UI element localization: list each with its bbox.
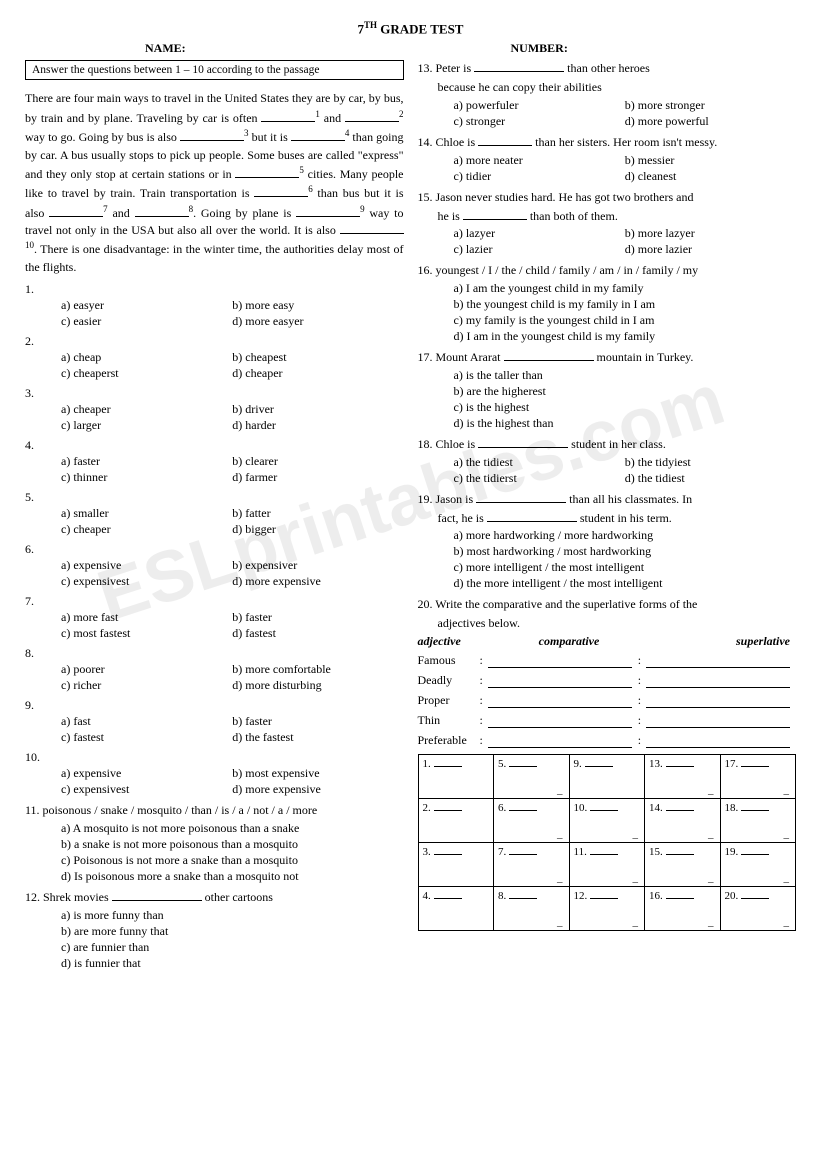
option: a) more fast — [61, 610, 232, 626]
answer-cell[interactable]: 2. — [418, 798, 494, 842]
question: 7.a) more fastb) fasterc) most fastestd)… — [25, 594, 404, 642]
question-18: 18. Chloe is student in her class. a) th… — [418, 436, 797, 487]
answer-cell[interactable]: 4. — [418, 886, 494, 930]
right-column: 13. Peter is than other heroes because h… — [418, 60, 797, 976]
answer-cell[interactable]: 12._ — [569, 886, 645, 930]
option: c) expensivest — [61, 782, 232, 798]
question-14: 14. Chloe is than her sisters. Her room … — [418, 134, 797, 185]
name-label: NAME: — [25, 41, 411, 56]
option: d) the fastest — [232, 730, 403, 746]
option: a) smaller — [61, 506, 232, 522]
passage: There are four main ways to travel in th… — [25, 90, 404, 276]
option: a) expensive — [61, 766, 232, 782]
answer-cell[interactable]: 20._ — [720, 886, 796, 930]
question: 3.a) cheaperb) driverc) largerd) harder — [25, 386, 404, 434]
question-16: 16. youngest / I / the / child / family … — [418, 262, 797, 345]
option: b) clearer — [232, 454, 403, 470]
option: b) more comfortable — [232, 662, 403, 678]
answer-cell[interactable]: 18._ — [720, 798, 796, 842]
question: 2.a) cheapb) cheapestc) cheaperstd) chea… — [25, 334, 404, 382]
question-12: 12. Shrek movies other cartoons a) is mo… — [25, 889, 404, 972]
adjective-row: Famous:: — [418, 653, 797, 668]
answer-cell[interactable]: 6._ — [494, 798, 570, 842]
option: d) harder — [232, 418, 403, 434]
option: c) expensivest — [61, 574, 232, 590]
question-19: 19. Jason is than all his classmates. In… — [418, 491, 797, 593]
adjective-row: Proper:: — [418, 693, 797, 708]
option: a) expensive — [61, 558, 232, 574]
question: 8.a) poorerb) more comfortablec) richerd… — [25, 646, 404, 694]
answer-grid: 1.5._9.13._17._ 2.6._10._14._18._ 3.7._11.… — [418, 754, 797, 931]
adjective-row: Deadly:: — [418, 673, 797, 688]
answer-cell[interactable]: 16._ — [645, 886, 721, 930]
option: a) faster — [61, 454, 232, 470]
adjective-row: Preferable:: — [418, 733, 797, 748]
answer-cell[interactable]: 15._ — [645, 842, 721, 886]
left-column: Answer the questions between 1 – 10 acco… — [25, 60, 404, 976]
question: 9.a) fastb) fasterc) fastestd) the faste… — [25, 698, 404, 746]
answer-cell[interactable]: 3. — [418, 842, 494, 886]
question-20: 20. Write the comparative and the superl… — [418, 596, 797, 748]
option: d) more easyer — [232, 314, 403, 330]
answer-cell[interactable]: 7._ — [494, 842, 570, 886]
question: 10.a) expensiveb) most expensivec) expen… — [25, 750, 404, 798]
answer-cell[interactable]: 13._ — [645, 754, 721, 798]
answer-cell[interactable]: 1. — [418, 754, 494, 798]
option: c) thinner — [61, 470, 232, 486]
option: c) cheaper — [61, 522, 232, 538]
option: a) poorer — [61, 662, 232, 678]
option: d) more expensive — [232, 782, 403, 798]
instruction-box: Answer the questions between 1 – 10 acco… — [25, 60, 404, 80]
question-13: 13. Peter is than other heroes because h… — [418, 60, 797, 130]
option: a) cheap — [61, 350, 232, 366]
answer-cell[interactable]: 17._ — [720, 754, 796, 798]
answer-cell[interactable]: 10._ — [569, 798, 645, 842]
option: c) most fastest — [61, 626, 232, 642]
option: d) farmer — [232, 470, 403, 486]
option: a) fast — [61, 714, 232, 730]
option: b) cheapest — [232, 350, 403, 366]
option: a) cheaper — [61, 402, 232, 418]
question: 4.a) fasterb) clearerc) thinnerd) farmer — [25, 438, 404, 486]
option: a) easyer — [61, 298, 232, 314]
question-17: 17. Mount Ararat mountain in Turkey. a) … — [418, 349, 797, 432]
adjective-row: Thin:: — [418, 713, 797, 728]
option: b) driver — [232, 402, 403, 418]
page-title: 7TH GRADE TEST — [25, 20, 796, 37]
option: c) larger — [61, 418, 232, 434]
option: b) most expensive — [232, 766, 403, 782]
option: d) more disturbing — [232, 678, 403, 694]
option: c) richer — [61, 678, 232, 694]
option: b) fatter — [232, 506, 403, 522]
answer-cell[interactable]: 19._ — [720, 842, 796, 886]
option: b) faster — [232, 714, 403, 730]
question-15: 15. Jason never studies hard. He has got… — [418, 189, 797, 259]
option: b) more easy — [232, 298, 403, 314]
answer-cell[interactable]: 9. — [569, 754, 645, 798]
question: 5.a) smallerb) fatterc) cheaperd) bigger — [25, 490, 404, 538]
question: 6.a) expensiveb) expensiverc) expensives… — [25, 542, 404, 590]
option: c) cheaperst — [61, 366, 232, 382]
answer-cell[interactable]: 5._ — [494, 754, 570, 798]
number-label: NUMBER: — [411, 41, 797, 56]
option: b) faster — [232, 610, 403, 626]
option: c) fastest — [61, 730, 232, 746]
option: c) easier — [61, 314, 232, 330]
option: d) fastest — [232, 626, 403, 642]
option: d) bigger — [232, 522, 403, 538]
question: 1.a) easyerb) more easyc) easierd) more … — [25, 282, 404, 330]
question-11: 11. poisonous / snake / mosquito / than … — [25, 802, 404, 885]
option: b) expensiver — [232, 558, 403, 574]
answer-cell[interactable]: 11._ — [569, 842, 645, 886]
option: d) cheaper — [232, 366, 403, 382]
answer-cell[interactable]: 14._ — [645, 798, 721, 842]
option: d) more expensive — [232, 574, 403, 590]
answer-cell[interactable]: 8._ — [494, 886, 570, 930]
